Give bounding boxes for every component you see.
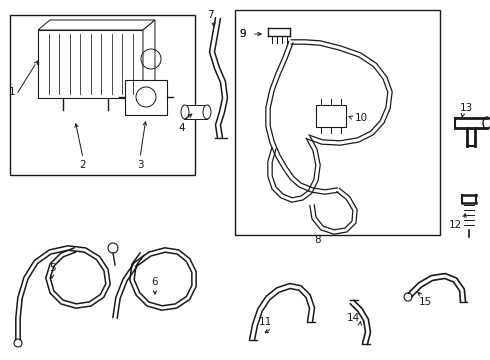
Bar (10, 15, 195, 175)
Text: 3: 3 (137, 160, 143, 170)
Text: 15: 15 (418, 297, 432, 307)
Text: 7: 7 (207, 10, 213, 20)
Text: 8: 8 (315, 235, 321, 245)
Bar (316, 105, 346, 127)
Text: 2: 2 (80, 160, 86, 170)
Text: 1: 1 (9, 87, 15, 97)
Bar (125, 80, 167, 115)
Text: 11: 11 (259, 317, 272, 327)
Text: 13: 13 (460, 103, 473, 113)
Text: 9: 9 (240, 29, 246, 39)
Text: 4: 4 (179, 123, 185, 133)
Bar (185, 105, 207, 119)
Text: 12: 12 (448, 220, 462, 230)
Text: 9: 9 (240, 29, 246, 39)
Ellipse shape (181, 105, 189, 119)
Bar (235, 10, 440, 235)
Bar (38, 30, 143, 98)
Ellipse shape (203, 105, 211, 119)
Ellipse shape (483, 117, 490, 129)
Text: 10: 10 (355, 113, 368, 123)
Text: 14: 14 (347, 313, 360, 323)
Polygon shape (38, 20, 155, 30)
Polygon shape (143, 20, 155, 98)
Text: 6: 6 (152, 277, 158, 287)
Text: 5: 5 (49, 263, 55, 273)
